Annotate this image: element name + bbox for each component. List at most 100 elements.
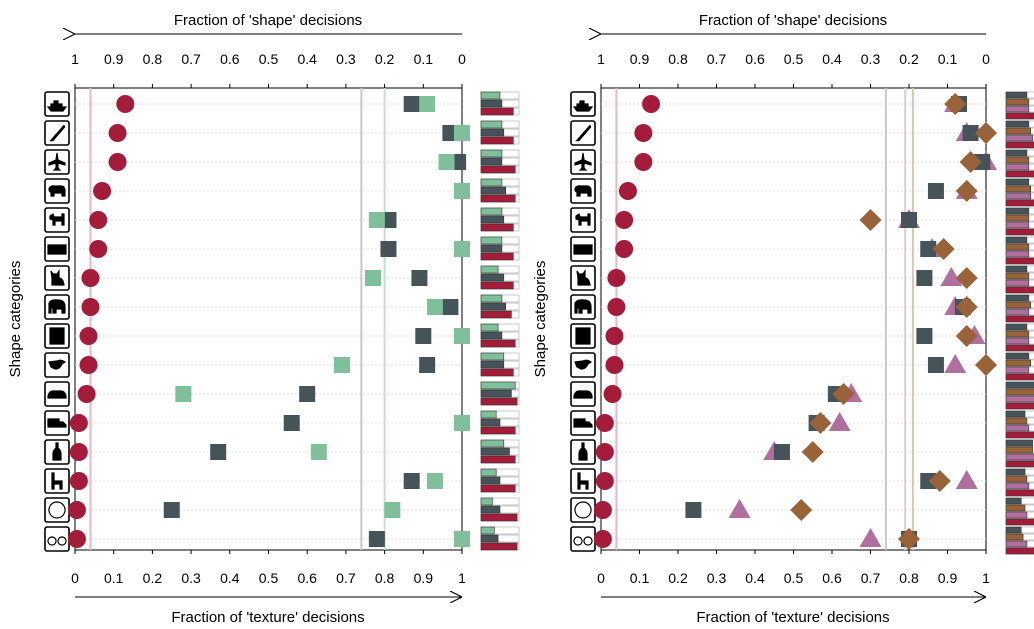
mini-bar [480, 207, 503, 216]
mini-bar [1005, 359, 1032, 367]
top-tick-label: 0.4 [822, 51, 842, 67]
mini-bar-group [480, 207, 520, 232]
dog-glyph [49, 213, 65, 226]
bottle-icon [44, 439, 70, 465]
square-marker [299, 386, 316, 402]
mini-bar [480, 178, 503, 187]
diamond-marker [975, 354, 997, 376]
square-marker [454, 183, 470, 199]
mini-bar [1005, 344, 1034, 352]
elephant-icon [570, 294, 596, 320]
mini-bar [1005, 163, 1030, 171]
mini-bar [1005, 439, 1033, 447]
bottle-glyph [578, 442, 588, 461]
mini-bar [480, 223, 514, 232]
square-marker [368, 212, 385, 228]
mini-bar [1005, 98, 1030, 106]
diamond-marker [955, 267, 978, 289]
mini-bar-group [1005, 294, 1034, 323]
circle-marker [69, 443, 88, 461]
square-marker [916, 328, 933, 344]
square-marker [411, 270, 428, 286]
mini-bar [480, 120, 503, 129]
square-marker [916, 270, 933, 286]
circle-marker [108, 153, 127, 171]
mini-bar [1005, 228, 1034, 236]
bottom-tick-label: 0.8 [899, 570, 919, 586]
mini-bar-group [1005, 178, 1034, 207]
bottom-tick-label: 0.9 [938, 570, 958, 586]
top-tick-label: 0.3 [861, 51, 881, 67]
mini-bar-group [480, 497, 520, 522]
oven-glyph [575, 327, 591, 345]
mini-bar [1005, 352, 1030, 360]
mini-bar [480, 265, 499, 274]
bottom-tick-label: 0.9 [414, 570, 434, 586]
y-axis-label: Shape categories [532, 261, 549, 378]
mini-bar [480, 281, 514, 290]
mini-bar-group [480, 178, 520, 203]
mini-bar [480, 294, 503, 303]
mini-bar [1005, 373, 1034, 381]
mini-bar-group [1005, 439, 1034, 468]
mini-bar [480, 418, 501, 427]
boat-icon [44, 91, 70, 117]
mini-bar [480, 352, 505, 361]
bicycle-icon [44, 526, 70, 552]
mini-bar [480, 149, 503, 158]
mini-bar-group [480, 149, 520, 174]
mini-bar-group [1005, 497, 1034, 526]
clock-icon [570, 497, 596, 523]
mini-bar [480, 447, 510, 456]
square-marker [454, 125, 470, 141]
top-tick-label: 0 [458, 51, 466, 67]
elephant-glyph [48, 299, 66, 314]
mini-bar [1005, 221, 1030, 229]
mini-bar [1005, 388, 1034, 396]
circle-marker [69, 472, 88, 490]
square-marker [962, 125, 979, 141]
mini-bar-group [480, 526, 520, 551]
diamond-marker [898, 528, 920, 550]
mini-bar [1005, 91, 1028, 99]
mini-bar [1005, 489, 1034, 497]
square-marker [438, 154, 455, 170]
chair-glyph [577, 472, 589, 490]
square-marker [419, 96, 436, 112]
diamond-marker [928, 470, 951, 492]
clock-glyph [574, 501, 592, 519]
square-marker [454, 241, 470, 257]
diamond-marker [832, 383, 855, 405]
mini-bar [1005, 497, 1022, 505]
mini-bar [480, 397, 518, 406]
bottom-tick-label: 1 [982, 570, 990, 586]
mini-bar [480, 157, 503, 166]
mini-bar-group [1005, 410, 1034, 439]
mini-bar [480, 91, 501, 100]
mini-bar-group [480, 120, 520, 145]
square-marker [442, 299, 459, 315]
mini-bar [480, 310, 512, 319]
circle-marker [81, 298, 100, 316]
top-tick-label: 0.5 [784, 51, 804, 67]
mini-bar-group [480, 294, 520, 319]
top-tick-label: 0.1 [938, 51, 958, 67]
dog-icon [44, 207, 70, 233]
diamond-marker [955, 325, 978, 347]
mini-bar-group [1005, 236, 1034, 265]
mini-bar [1005, 156, 1030, 164]
mini-bar [1005, 547, 1034, 555]
mini-bar [480, 136, 514, 145]
circle-marker [642, 95, 661, 113]
cat-icon [570, 265, 596, 291]
mini-bar [1005, 112, 1034, 120]
airplane-glyph [48, 152, 66, 171]
oven-icon [570, 323, 596, 349]
bicycle-glyph [573, 536, 593, 546]
mini-bar [480, 468, 497, 477]
keyboard-icon [44, 236, 70, 262]
mini-bar [480, 165, 516, 174]
circle-marker [595, 472, 614, 490]
bottom-tick-label: 0.3 [707, 570, 727, 586]
mini-bar [480, 426, 516, 435]
